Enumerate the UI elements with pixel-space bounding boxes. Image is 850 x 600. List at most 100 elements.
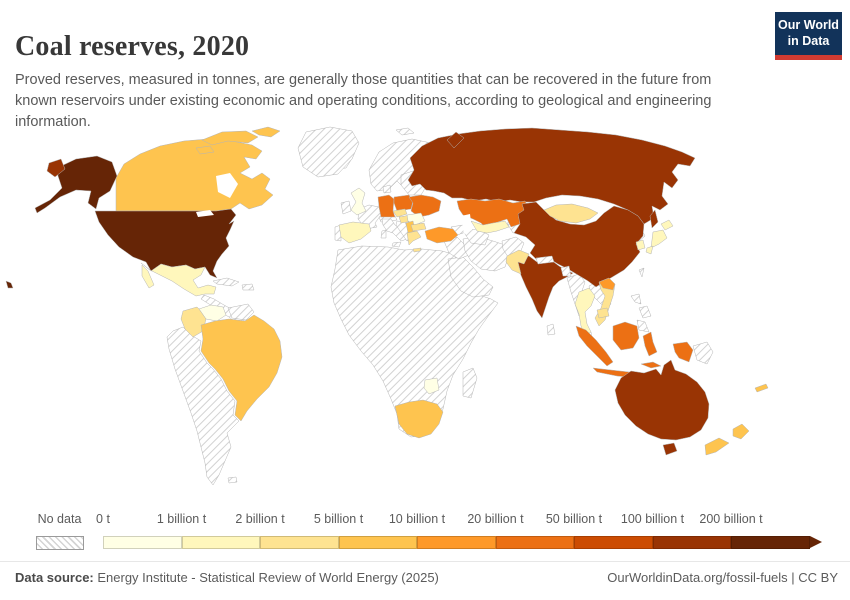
country-new-zealand-north[interactable]	[732, 423, 750, 440]
country-sulawesi[interactable]	[642, 331, 658, 357]
country-czechia[interactable]	[392, 208, 408, 218]
legend-tick-label: 20 billion t	[467, 512, 524, 526]
legend-color-bin[interactable]	[574, 536, 653, 549]
country-china[interactable]	[513, 201, 645, 288]
country-spain[interactable]	[338, 221, 372, 244]
country-bulgaria[interactable]	[410, 222, 427, 232]
country-canada-arctic-3[interactable]	[195, 145, 215, 155]
country-turkmenistan[interactable]	[462, 228, 490, 246]
country-chukotka-russia-fragment[interactable]	[46, 158, 66, 178]
chart-subtitle: Proved reserves, measured in tonnes, are…	[15, 71, 712, 130]
country-indonesia-sumatra[interactable]	[575, 325, 614, 367]
country-new-zealand-south[interactable]	[704, 437, 730, 456]
country-tasmania-australia[interactable]	[662, 442, 678, 456]
country-arabia[interactable]	[447, 256, 494, 298]
country-guyanas[interactable]	[227, 303, 255, 321]
country-black-sea-water	[424, 214, 452, 224]
country-sicily[interactable]	[391, 241, 402, 248]
country-ukraine[interactable]	[408, 194, 442, 218]
country-west-papua-indonesia[interactable]	[672, 341, 694, 363]
country-bangladesh[interactable]	[560, 265, 572, 277]
country-hispaniola[interactable]	[241, 283, 255, 291]
country-great-lakes-water	[196, 210, 214, 217]
country-lesser-sunda-indonesia[interactable]	[640, 361, 662, 369]
country-thailand[interactable]	[574, 287, 596, 337]
country-south-korea[interactable]	[635, 239, 646, 251]
legend-color-bin[interactable]	[417, 536, 496, 549]
country-italy[interactable]	[381, 218, 408, 242]
country-japan-honshu[interactable]	[650, 229, 668, 249]
country-canada-arctic-2[interactable]	[251, 126, 281, 138]
owid-url-license[interactable]: OurWorldinData.org/fossil-fuels | CC BY	[607, 570, 838, 585]
country-papua-new-guinea[interactable]	[692, 341, 714, 365]
country-united-states[interactable]	[94, 208, 237, 279]
country-brazil[interactable]	[200, 314, 283, 422]
country-germany[interactable]	[377, 194, 396, 218]
country-baja-mexico[interactable]	[141, 264, 155, 289]
country-crete-greece[interactable]	[412, 247, 422, 253]
country-philippines-1[interactable]	[630, 293, 642, 305]
legend-color-bin[interactable]	[495, 536, 574, 549]
country-japan-kyushu[interactable]	[645, 245, 654, 255]
legend-color-bin[interactable]	[260, 536, 339, 549]
legend-tick-label: 200 billion t	[699, 512, 763, 526]
legend-arrow-cap	[809, 536, 822, 548]
country-kazakhstan[interactable]	[456, 198, 530, 230]
country-sri-lanka[interactable]	[546, 323, 556, 336]
legend-tick-label: 2 billion t	[235, 512, 285, 526]
country-hawaii-us[interactable]	[5, 280, 14, 289]
country-south-africa[interactable]	[394, 399, 444, 439]
country-taiwan[interactable]	[638, 267, 645, 278]
country-cuba[interactable]	[212, 277, 240, 287]
country-mexico[interactable]	[140, 262, 217, 297]
legend-color-bin[interactable]	[731, 536, 810, 549]
country-ireland[interactable]	[340, 200, 352, 215]
country-poland[interactable]	[393, 194, 414, 212]
country-alaska-us[interactable]	[34, 155, 118, 214]
country-philippines-3[interactable]	[636, 319, 650, 333]
country-united-kingdom[interactable]	[350, 187, 367, 216]
legend-color-bin[interactable]	[103, 536, 182, 549]
country-new-caledonia[interactable]	[754, 383, 769, 393]
country-turkey[interactable]	[424, 226, 459, 244]
country-iran[interactable]	[462, 236, 510, 272]
data-source-note: Data source: Energy Institute - Statisti…	[15, 570, 439, 585]
country-greenland[interactable]	[297, 126, 360, 178]
country-japan-hokkaido[interactable]	[660, 219, 674, 231]
country-cambodia[interactable]	[596, 307, 610, 319]
country-borneo[interactable]	[612, 321, 640, 351]
country-greece[interactable]	[406, 230, 422, 246]
country-philippines-2[interactable]	[638, 305, 652, 319]
country-pakistan[interactable]	[505, 249, 530, 275]
legend-color-bin[interactable]	[652, 536, 731, 549]
country-sardinia[interactable]	[380, 229, 387, 239]
legend-tick-label: 50 billion t	[545, 512, 603, 526]
country-south-america-west[interactable]	[166, 326, 240, 486]
chart-footer: Data source: Energy Institute - Statisti…	[0, 561, 850, 585]
legend-tick-label: 100 billion t	[620, 512, 685, 526]
data-source-label: Data source:	[15, 570, 94, 585]
legend-color-bin[interactable]	[181, 536, 260, 549]
data-source-text: Energy Institute - Statistical Review of…	[93, 570, 439, 585]
country-mongolia[interactable]	[543, 203, 599, 224]
country-sakhalin-russia[interactable]	[649, 209, 659, 229]
country-australia[interactable]	[614, 359, 710, 441]
owid-logo[interactable]: Our World in Data	[775, 12, 842, 60]
country-nepal[interactable]	[535, 255, 555, 265]
country-denmark[interactable]	[382, 184, 392, 194]
country-canada[interactable]	[115, 138, 274, 212]
country-madagascar[interactable]	[462, 367, 478, 399]
country-falklands[interactable]	[227, 476, 238, 484]
country-uzbekistan[interactable]	[470, 220, 510, 234]
country-novaya-zemlya-russia[interactable]	[446, 131, 465, 149]
country-canada-arctic-1[interactable]	[201, 130, 259, 146]
legend-tick-label: 10 billion t	[388, 512, 446, 526]
legend-no-data-swatch[interactable]	[36, 536, 84, 550]
legend-color-bin[interactable]	[338, 536, 417, 549]
map-legend: No data 0 t 1 billion t 2 billion t 5 billi…	[0, 508, 850, 556]
country-vietnam-north[interactable]	[598, 277, 616, 291]
world-choropleth-map[interactable]	[0, 118, 850, 510]
country-zimbabwe[interactable]	[423, 377, 440, 395]
country-svalbard[interactable]	[395, 127, 415, 136]
